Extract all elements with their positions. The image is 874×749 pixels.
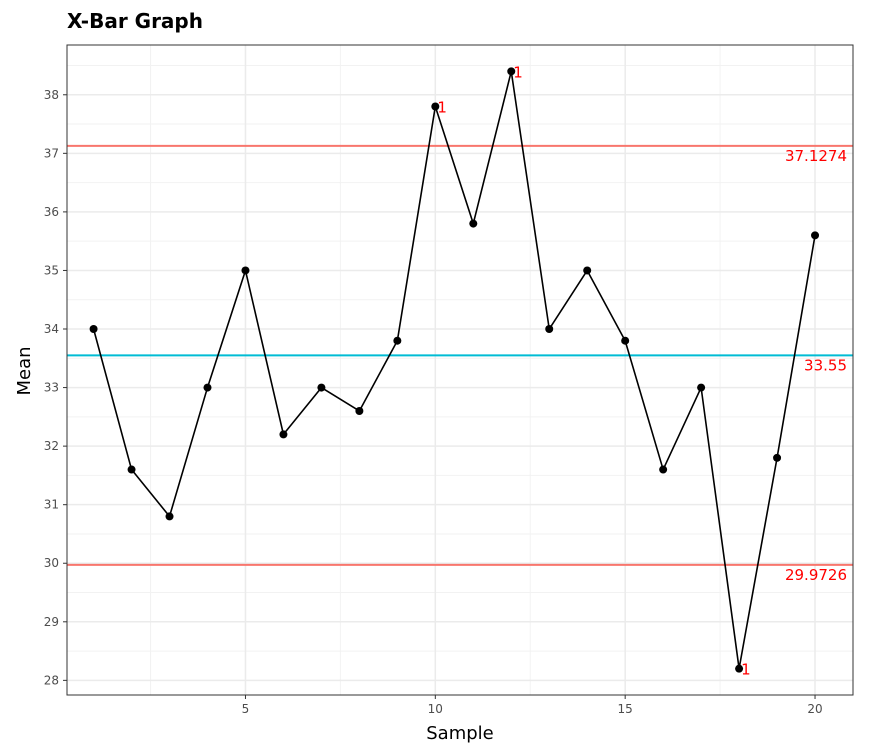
chart-title: X-Bar Graph: [67, 9, 203, 33]
data-point: [355, 406, 364, 415]
lcl-label: 29.9726: [785, 566, 847, 584]
plot-border: [66, 44, 854, 696]
y-tick-label: 32: [44, 439, 59, 453]
ucl-label: 37.1274: [785, 147, 847, 165]
data-point: [507, 67, 516, 76]
data-point: [89, 325, 98, 334]
data-point: [127, 465, 136, 474]
data-point: [317, 383, 326, 392]
data-point: [431, 102, 440, 111]
y-tick-label: 30: [44, 556, 59, 570]
y-tick-label: 33: [44, 381, 59, 395]
data-point: [735, 664, 744, 673]
y-tick-label: 37: [44, 146, 59, 160]
data-point: [393, 336, 402, 345]
y-tick-label: 34: [44, 322, 59, 336]
center-label: 33.55: [804, 356, 847, 374]
y-tick-label: 38: [44, 88, 59, 102]
y-tick-label: 31: [44, 498, 59, 512]
data-point: [811, 231, 820, 240]
out-of-control-flag: 1: [513, 63, 523, 81]
data-point: [697, 383, 706, 392]
series-line: [92, 70, 816, 670]
out-of-control-flag: 1: [437, 98, 447, 116]
data-point: [659, 465, 668, 474]
x-tick-label: 10: [428, 702, 443, 716]
out-of-control-flag: 1: [741, 661, 751, 679]
x-tick-label: 15: [618, 702, 633, 716]
plot-background: [67, 45, 853, 695]
data-point: [203, 383, 212, 392]
y-tick-label: 28: [44, 673, 59, 687]
y-tick-label: 35: [44, 263, 59, 277]
y-axis-title: Mean: [14, 346, 35, 395]
data-point: [545, 325, 554, 334]
data-point: [583, 266, 592, 275]
x-axis-title: Sample: [426, 723, 494, 744]
data-point: [773, 453, 782, 462]
data-point: [469, 219, 478, 228]
data-point: [279, 430, 288, 439]
data-point: [165, 512, 174, 521]
data-point: [241, 266, 250, 275]
x-tick-label: 5: [242, 702, 250, 716]
x-tick-label: 20: [807, 702, 822, 716]
y-tick-label: 36: [44, 205, 59, 219]
y-tick-label: 29: [44, 615, 59, 629]
data-point: [621, 336, 630, 345]
